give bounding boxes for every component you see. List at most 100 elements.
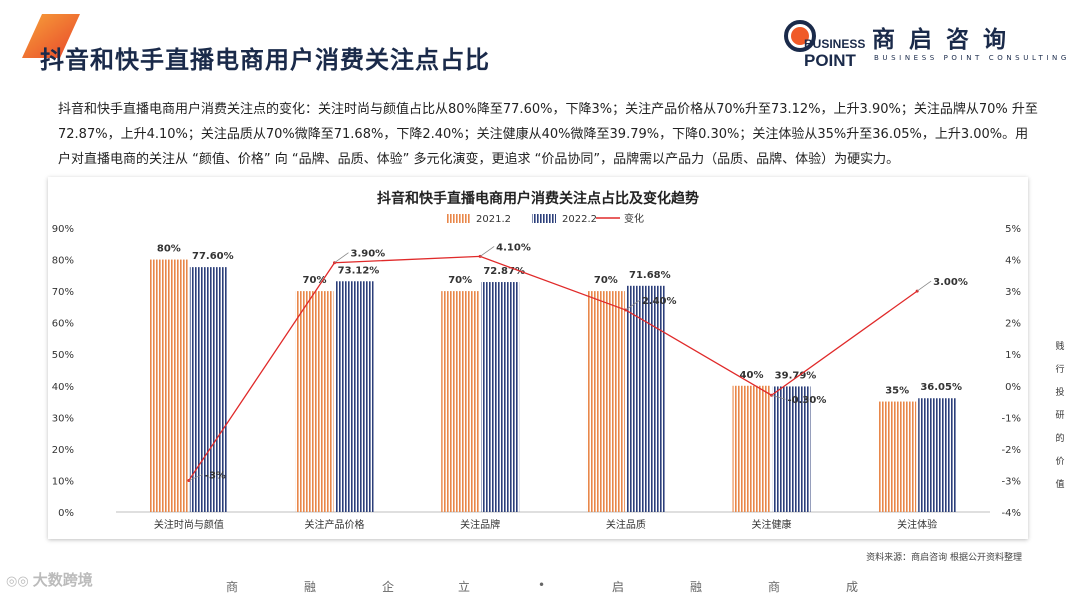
side-char: 研: [1055, 411, 1065, 421]
bar-2022: [335, 281, 374, 512]
company-logo: BUSINESS POINT 商启咨询 BUSINESS POINT CONSU…: [778, 14, 1068, 70]
bar-2021: [586, 291, 625, 512]
legend-swatch-2022: [532, 214, 556, 223]
bar-label-2022: 39.79%: [775, 370, 817, 381]
watermark: ◎◎ 大数跨境: [6, 569, 93, 590]
combo-chart: 抖音和快手直播电商用户消费关注点占比及变化趋势 2021.2 2022.2 变化 0% 1…: [52, 190, 1021, 531]
chart-title: 抖音和快手直播电商用户消费关注点占比及变化趋势: [377, 190, 699, 207]
bar-2021: [732, 385, 771, 512]
bar-label-2022: 73.12%: [338, 265, 380, 276]
chart-container: 抖音和快手直播电商用户消费关注点占比及变化趋势 2021.2 2022.2 变化 0% 1…: [48, 177, 1028, 539]
change-line: [188, 255, 918, 481]
side-vertical-text: 贱行投研的价值: [1054, 336, 1066, 497]
description-paragraph: 抖音和快手直播电商用户消费关注点的变化：关注时尚与颜值占比从80%降至77.60…: [58, 102, 1038, 167]
legend-label-2022: 2022.2: [562, 214, 597, 225]
y-left-tick-label: 10%: [52, 476, 74, 487]
source-note: 资料来源：商启咨询 根据公开资料整理: [866, 553, 1022, 563]
logo-line2: POINT: [804, 51, 857, 70]
change-label: 3.90%: [351, 249, 386, 260]
side-char: 值: [1055, 480, 1065, 490]
x-category-label: 关注时尚与颜值: [154, 518, 224, 531]
change-leader-line: [771, 394, 786, 400]
x-category-label: 关注产品价格: [305, 518, 365, 531]
change-leader-line: [916, 280, 932, 292]
change-label: 4.10%: [496, 242, 531, 253]
legend-label-2021: 2021.2: [476, 214, 511, 225]
bar-2021: [878, 401, 917, 512]
change-leader-line: [188, 474, 203, 481]
change-label: -3%: [205, 470, 226, 481]
change-leader-line: [334, 252, 349, 264]
bottom-char: •: [538, 578, 546, 592]
logo-mark-icon: BUSINESS POINT: [784, 20, 865, 70]
y-left-tick-label: 50%: [52, 350, 74, 361]
bar-2021: [441, 291, 480, 512]
bar-label-2021: 70%: [594, 275, 618, 286]
y-right-tick-label: 5%: [1005, 224, 1021, 235]
y-left-tick-label: 40%: [52, 382, 74, 393]
x-category-label: 关注健康: [752, 518, 792, 531]
y-left-tick-label: 30%: [52, 413, 74, 424]
bottom-char: 企: [382, 580, 395, 594]
side-char: 行: [1055, 365, 1065, 375]
y-right-tick-label: 1%: [1005, 350, 1021, 361]
side-char: 投: [1055, 388, 1065, 398]
legend-swatch-2021: [446, 214, 470, 223]
bottom-char: 成: [846, 580, 859, 594]
bar-2021: [149, 259, 188, 512]
bar-2022: [772, 386, 811, 512]
side-char: 贱: [1055, 342, 1065, 352]
bar-2022: [918, 398, 957, 512]
bar-label-2022: 72.87%: [483, 266, 525, 277]
y-right-tick-label: 2%: [1005, 319, 1021, 330]
logo-english-name: BUSINESS POINT CONSULTING: [874, 54, 1070, 62]
bar-label-2022: 36.05%: [920, 382, 962, 393]
y-right-tick-label: -1%: [1002, 413, 1021, 424]
y-right-tick-label: 0%: [1005, 382, 1021, 393]
y-left-tick-label: 20%: [52, 445, 74, 456]
bar-2022: [626, 285, 665, 512]
y-left-tick-label: 70%: [52, 287, 74, 298]
y-right-tick-label: 4%: [1005, 256, 1021, 267]
change-label: -0.30%: [788, 395, 827, 406]
bottom-char: 融: [690, 580, 703, 594]
bar-label-2021: 70%: [303, 275, 327, 286]
x-category-label: 关注品质: [606, 518, 646, 531]
bar-label-2022: 77.60%: [192, 251, 234, 262]
y-left-tick-label: 60%: [52, 319, 74, 330]
y-right-tick-label: -4%: [1002, 508, 1021, 519]
watermark-icon: ◎◎: [6, 574, 29, 589]
side-char: 价: [1055, 457, 1065, 467]
watermark-text: 大数跨境: [32, 571, 93, 589]
bottom-slogan: 商 融 企 立 • 启 融 商 成: [0, 578, 1080, 598]
x-category-label: 关注体验: [897, 518, 937, 531]
y-left-tick-label: 80%: [52, 256, 74, 267]
page-title: 抖音和快手直播电商用户消费关注点占比: [40, 46, 490, 74]
y-right-tick-label: -3%: [1002, 476, 1021, 487]
bar-label-2021: 40%: [740, 370, 764, 381]
y-left-tick-label: 90%: [52, 224, 74, 235]
bar-label-2021: 80%: [157, 244, 181, 255]
y-right-tick-label: -2%: [1002, 445, 1021, 456]
bar-label-2021: 70%: [448, 275, 472, 286]
bottom-char: 商: [226, 580, 239, 594]
logo-line1: BUSINESS: [804, 37, 865, 51]
x-category-label: 关注品牌: [460, 518, 500, 531]
y-left-tick-label: 0%: [58, 508, 74, 519]
bottom-char: 启: [612, 580, 625, 594]
y-right-tick-label: 3%: [1005, 287, 1021, 298]
bottom-char: 立: [458, 580, 471, 594]
legend-label-change: 变化: [624, 212, 644, 225]
change-leader-line: [479, 246, 495, 257]
bar-2022: [189, 267, 228, 512]
bar-2022: [481, 282, 520, 512]
corner-accent-decoration: [22, 14, 80, 58]
change-label: 3.00%: [933, 277, 968, 288]
side-char: 的: [1055, 434, 1065, 444]
bar-2021: [295, 291, 334, 512]
change-leader-line: [625, 299, 641, 311]
bar-label-2021: 35%: [885, 386, 909, 397]
bar-label-2022: 71.68%: [629, 270, 671, 281]
bottom-char: 融: [304, 580, 317, 594]
change-label: 2.40%: [642, 296, 677, 307]
